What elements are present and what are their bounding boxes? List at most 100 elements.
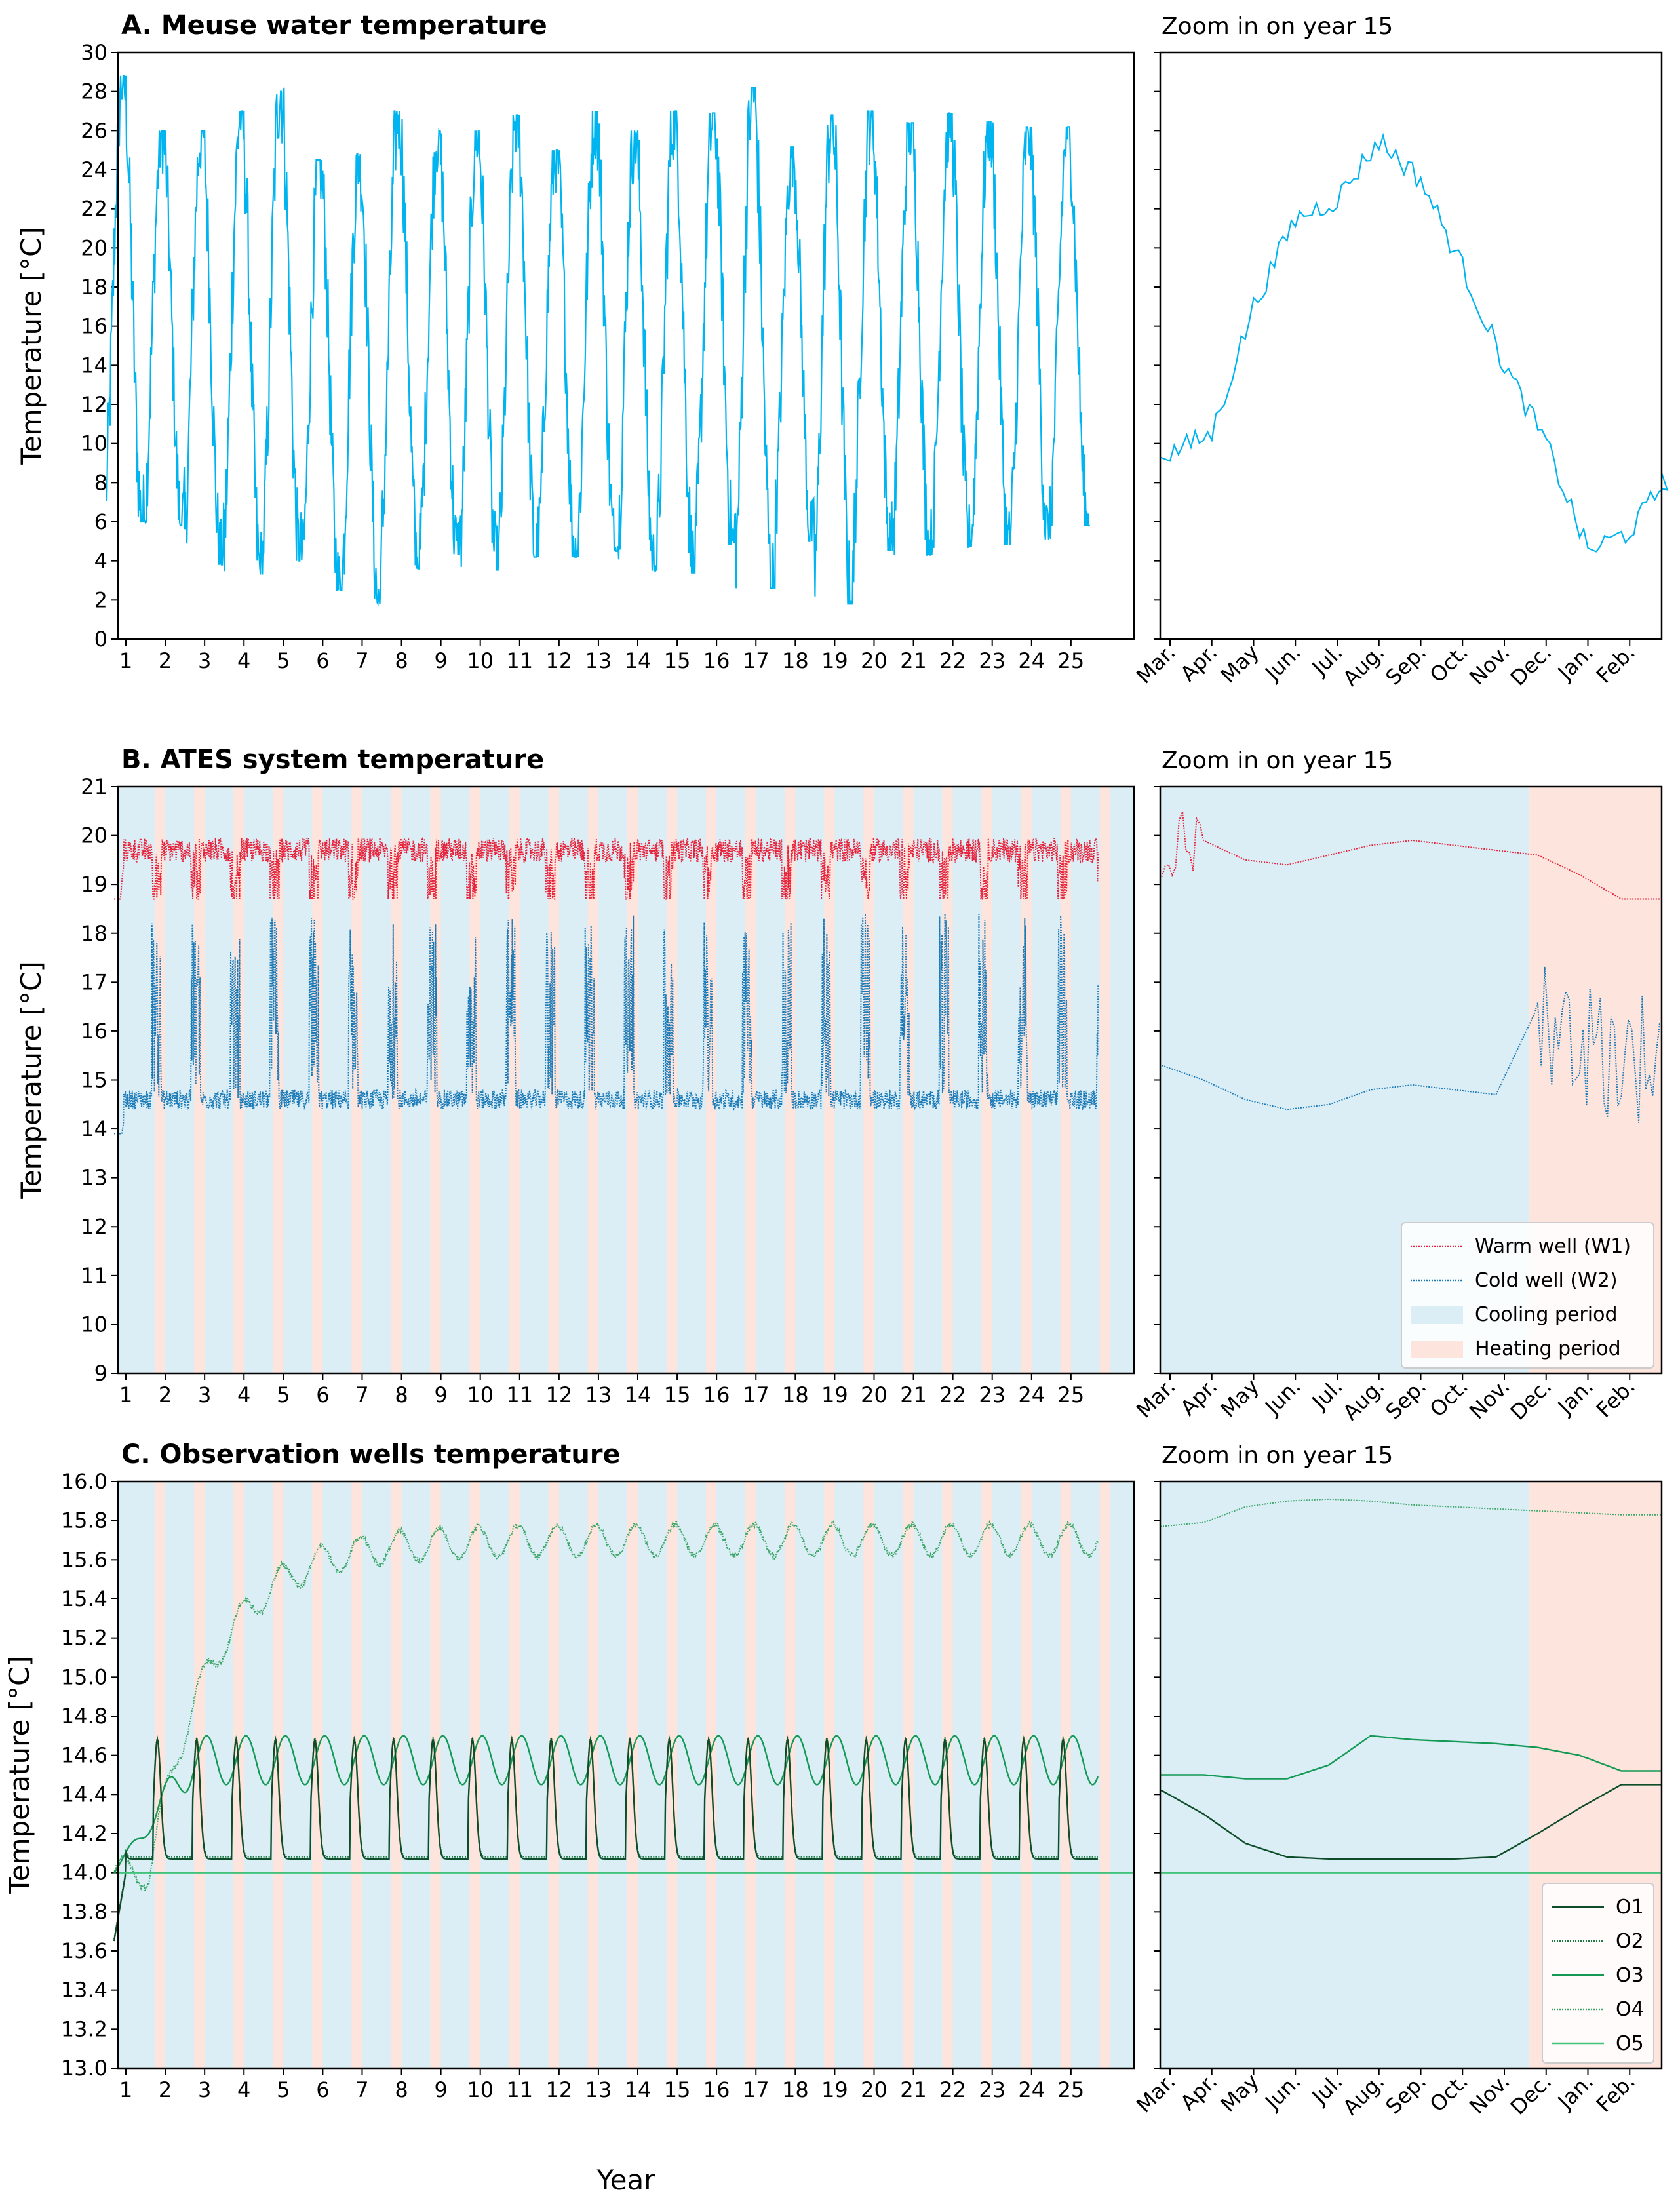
heating-band bbox=[1099, 1482, 1110, 2068]
o2-line bbox=[113, 1735, 1098, 1940]
y-tick-label: 12 bbox=[81, 1214, 107, 1239]
x-tick-label: 22 bbox=[939, 648, 966, 673]
legend-label: Heating period bbox=[1475, 1337, 1621, 1360]
x-tick-label: 12 bbox=[545, 1383, 572, 1407]
x-tick-label: 24 bbox=[1018, 648, 1045, 673]
x-tick-label: 16 bbox=[703, 2077, 730, 2102]
y-tick-label: 14.2 bbox=[61, 1821, 107, 1846]
x-tick-label: 5 bbox=[277, 1383, 290, 1407]
x-tick-label: 17 bbox=[743, 648, 770, 673]
x-tick-label: 14 bbox=[625, 2077, 652, 2102]
x-tick-label: 5 bbox=[277, 648, 290, 673]
x-tick-label: 4 bbox=[237, 2077, 250, 2102]
x-tick-label: 19 bbox=[821, 1383, 848, 1407]
y-tick-label: 22 bbox=[81, 197, 107, 222]
month-tick-label: May bbox=[1216, 1374, 1264, 1423]
x-tick-label: 24 bbox=[1018, 1383, 1045, 1407]
month-tick-label: Oct. bbox=[1425, 1374, 1473, 1422]
heating-band bbox=[1021, 787, 1032, 1373]
y-tick-label: 30 bbox=[81, 40, 107, 65]
panel-b-zoom-title: Zoom in on year 15 bbox=[1162, 747, 1393, 774]
month-tick-label: Oct. bbox=[1425, 640, 1473, 688]
x-tick-label: 14 bbox=[625, 1383, 652, 1407]
x-tick-label: 2 bbox=[159, 648, 172, 673]
x-axis-label: Year bbox=[596, 2164, 656, 2196]
x-tick-label: 25 bbox=[1058, 2077, 1085, 2102]
month-tick-label: Jun. bbox=[1259, 1374, 1306, 1421]
meuse-zoom-line bbox=[1160, 132, 1669, 553]
x-tick-label: 22 bbox=[939, 2077, 966, 2102]
legend-label: Cold well (W2) bbox=[1475, 1269, 1618, 1292]
month-tick-label: Aug. bbox=[1338, 640, 1389, 691]
legend-label: O5 bbox=[1616, 2032, 1644, 2055]
x-tick-label: 15 bbox=[664, 648, 691, 673]
x-tick-label: 4 bbox=[237, 648, 250, 673]
x-tick-label: 3 bbox=[198, 648, 211, 673]
x-tick-label: 23 bbox=[979, 2077, 1006, 2102]
month-tick-label: Oct. bbox=[1425, 2069, 1473, 2117]
y-tick-label: 14 bbox=[81, 1116, 107, 1141]
x-tick-label: 8 bbox=[395, 648, 408, 673]
y-tick-label: 13.0 bbox=[61, 2056, 107, 2081]
y-tick-label: 4 bbox=[94, 549, 107, 574]
x-tick-label: 18 bbox=[782, 648, 809, 673]
y-tick-label: 13.4 bbox=[61, 1978, 107, 2003]
x-tick-label: 1 bbox=[119, 648, 132, 673]
zoom-axes-frame bbox=[1159, 1480, 1663, 2070]
x-tick-label: 9 bbox=[434, 1383, 447, 1407]
x-tick-label: 13 bbox=[585, 2077, 612, 2102]
x-tick-label: 21 bbox=[900, 2077, 927, 2102]
x-tick-label: 10 bbox=[467, 648, 494, 673]
heating-band bbox=[193, 787, 205, 1373]
x-tick-label: 6 bbox=[316, 648, 329, 673]
y-tick-label: 19 bbox=[81, 872, 107, 897]
y-tick-label: 13 bbox=[81, 1166, 107, 1190]
y-tick-label: 18 bbox=[81, 275, 107, 300]
y-tick-label: 14 bbox=[81, 353, 107, 378]
y-tick-label: 6 bbox=[94, 509, 107, 534]
meuse-line bbox=[105, 75, 1090, 607]
x-tick-label: 24 bbox=[1018, 2077, 1045, 2102]
month-tick-label: Sep. bbox=[1380, 1374, 1431, 1424]
x-tick-label: 13 bbox=[585, 648, 612, 673]
x-tick-label: 12 bbox=[545, 648, 572, 673]
legend-box bbox=[1542, 1883, 1654, 2064]
o1-line bbox=[113, 1737, 1098, 1942]
month-tick-label: Nov. bbox=[1464, 1374, 1514, 1424]
panel-c-ylabel: Temperature [°C] bbox=[3, 1656, 35, 1894]
heating-band bbox=[351, 787, 362, 1373]
y-tick-label: 9 bbox=[94, 1361, 107, 1386]
x-tick-label: 16 bbox=[703, 1383, 730, 1407]
warm-well-line bbox=[114, 836, 1099, 901]
y-tick-label: 13.8 bbox=[61, 1899, 107, 1924]
month-tick-label: Feb. bbox=[1592, 1374, 1640, 1423]
x-tick-label: 10 bbox=[467, 1383, 494, 1407]
heating-band bbox=[548, 787, 559, 1373]
legend-label: O3 bbox=[1616, 1964, 1644, 1987]
x-tick-label: 20 bbox=[861, 2077, 888, 2102]
x-tick-label: 18 bbox=[782, 1383, 809, 1407]
y-tick-label: 20 bbox=[81, 823, 107, 848]
x-tick-label: 4 bbox=[237, 1383, 250, 1407]
heating-band bbox=[469, 787, 480, 1373]
y-tick-label: 14.0 bbox=[61, 1860, 107, 1885]
x-tick-label: 8 bbox=[395, 1383, 408, 1407]
panel-a-title: A. Meuse water temperature bbox=[121, 10, 547, 41]
legend-label: O1 bbox=[1616, 1896, 1644, 1919]
month-tick-label: Apr. bbox=[1175, 1374, 1222, 1421]
x-tick-label: 20 bbox=[861, 648, 888, 673]
y-tick-label: 11 bbox=[81, 1263, 107, 1288]
cooling-background bbox=[118, 787, 1134, 1373]
month-tick-label: Aug. bbox=[1338, 1374, 1389, 1425]
month-tick-label: Nov. bbox=[1464, 2069, 1514, 2119]
heating-band bbox=[430, 787, 441, 1373]
y-tick-label: 15.0 bbox=[61, 1664, 107, 1689]
month-tick-label: Mar. bbox=[1131, 2069, 1181, 2118]
y-tick-label: 21 bbox=[81, 774, 107, 799]
month-tick-label: Sep. bbox=[1380, 640, 1431, 690]
y-tick-label: 15.4 bbox=[61, 1586, 107, 1611]
x-tick-label: 21 bbox=[900, 1383, 927, 1407]
x-tick-label: 15 bbox=[664, 2077, 691, 2102]
y-tick-label: 26 bbox=[81, 118, 107, 143]
